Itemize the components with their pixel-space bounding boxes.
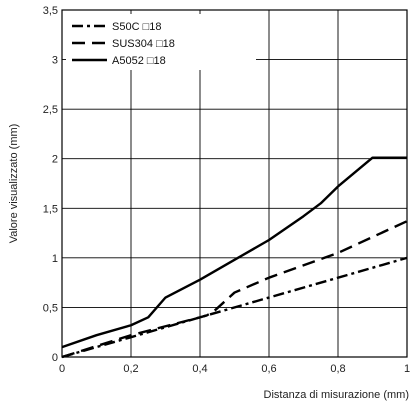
- legend: S50C □18 SUS304 □18 A5052 □18: [66, 14, 256, 70]
- tick-labels: 0 0,2 0,4 0,6 0,8 1 0 0,5 1 1,5 2 2,5 3 3,5: [43, 5, 410, 375]
- plot-frame: [61, 9, 408, 358]
- x-tick-label: 0,2: [123, 363, 138, 375]
- legend-entry-label: S50C □18: [112, 21, 161, 33]
- y-tick-label: 1,5: [43, 203, 58, 215]
- x-tick-label: 0,8: [330, 363, 345, 375]
- x-tick-label: 0,6: [261, 363, 276, 375]
- series-line-3: [61, 156, 407, 349]
- legend-entry-label: A5052 □18: [112, 55, 166, 67]
- y-tick-label: 0,5: [43, 302, 58, 314]
- series-lines: [61, 156, 408, 359]
- x-tick-label: 1: [404, 363, 410, 375]
- y-axis-label: Valore visualizzato (mm): [8, 124, 20, 244]
- x-tick-label: 0: [59, 363, 65, 375]
- y-tick-label: 2,5: [43, 104, 58, 116]
- y-tick-label: 3: [52, 55, 58, 67]
- y-tick-label: 3,5: [43, 5, 58, 17]
- x-tick-label: 0,4: [192, 363, 207, 375]
- y-tick-label: 1: [52, 253, 58, 265]
- y-tick-label: 2: [52, 154, 58, 166]
- series-line-2: [61, 220, 408, 359]
- y-tick-label: 0: [52, 352, 58, 364]
- x-axis-label: Distanza di misurazione (mm): [264, 389, 409, 401]
- legend-entry-label: SUS304 □18: [112, 38, 175, 50]
- series-line-1: [61, 256, 408, 359]
